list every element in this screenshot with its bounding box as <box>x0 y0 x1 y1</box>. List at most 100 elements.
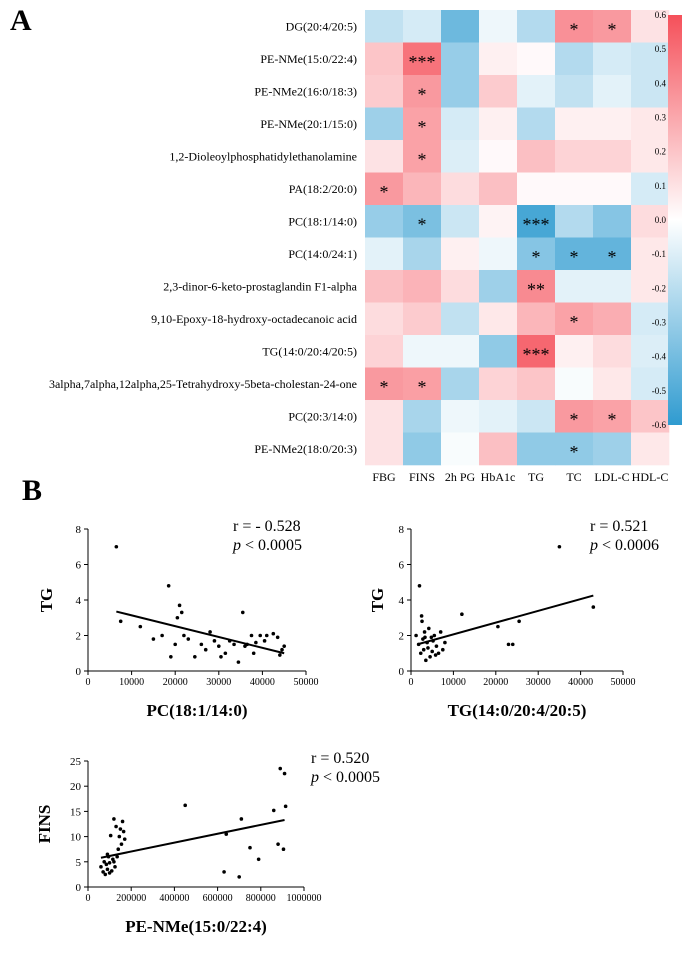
heatmap-cell <box>593 270 632 303</box>
heatmap-row-label: PC(18:1/14:0) <box>288 214 357 228</box>
heatmap-cell <box>517 140 556 173</box>
heatmap-cell <box>403 205 442 238</box>
heatmap-cell <box>517 205 556 238</box>
heatmap-cell <box>631 10 670 43</box>
heatmap: DG(20:4/20:5) * *PE-NMe(15:0/22:4) ***PE-NM… <box>49 10 670 484</box>
heatmap-cell <box>555 335 594 368</box>
heatmap-cell <box>631 42 670 76</box>
y-axis-label: TG <box>37 588 56 613</box>
data-point <box>419 614 424 618</box>
heatmap-cell <box>479 432 518 466</box>
data-point <box>276 842 280 846</box>
heatmap-cell <box>517 10 556 43</box>
colorbar-tick-label: 0.3 <box>655 113 667 123</box>
heatmap-cell <box>517 75 556 108</box>
data-point <box>239 817 244 821</box>
data-point <box>107 871 112 875</box>
heatmap-cell <box>555 302 594 336</box>
data-point <box>422 630 427 634</box>
heatmap-row-label: 3alpha,7alpha,12alpha,25-Tetrahydroxy-5b… <box>49 377 357 391</box>
x-tick-label: 50000 <box>611 677 636 688</box>
data-point <box>119 842 124 846</box>
heatmap-cell <box>403 367 442 401</box>
data-point <box>275 635 280 640</box>
heatmap-cell <box>479 400 518 433</box>
data-point <box>113 865 117 869</box>
heatmap-cell <box>517 302 556 336</box>
data-point <box>283 804 288 809</box>
y-tick-label: 20 <box>70 781 82 793</box>
heatmap-cell <box>593 302 632 336</box>
x-tick-label: 200000 <box>116 893 146 904</box>
heatmap-cell <box>479 270 518 303</box>
heatmap-cell <box>479 107 518 141</box>
heatmap-cell <box>593 107 632 141</box>
data-point <box>237 875 241 879</box>
heatmap-column-label: FINS <box>409 470 435 484</box>
data-point <box>232 642 236 647</box>
heatmap-cell <box>631 172 670 206</box>
heatmap-cell <box>441 172 480 206</box>
data-point <box>175 615 180 620</box>
heatmap-column-label: FBG <box>372 470 396 484</box>
data-point <box>104 862 109 867</box>
colorbar-tick-label: 0.6 <box>655 10 667 20</box>
regression-line <box>100 818 285 859</box>
data-point <box>219 655 223 659</box>
significance-marker: ** <box>527 279 545 299</box>
heatmap-column-label: HbA1c <box>481 470 516 484</box>
heatmap-cell <box>517 270 556 303</box>
p-value-symbol: p <box>232 537 241 554</box>
heatmap-cell <box>403 75 442 108</box>
significance-marker: * <box>570 247 579 267</box>
heatmap-cell <box>631 205 670 238</box>
x-tick-label: 20000 <box>483 677 508 688</box>
data-point <box>199 642 204 647</box>
significance-marker: *** <box>523 344 550 364</box>
y-tick-label: 6 <box>76 560 82 572</box>
colorbar-tick-label: -0.5 <box>652 386 667 396</box>
heatmap-cell <box>555 367 594 401</box>
y-tick-label: 0 <box>76 882 82 894</box>
data-point <box>193 655 197 659</box>
heatmap-cell <box>479 302 518 336</box>
x-axis-label: PC(18:1/14:0) <box>146 701 247 720</box>
heatmap-cell <box>441 335 480 368</box>
significance-marker: * <box>570 409 579 429</box>
scatter-plot-pe-nme-15-0-22-4: 0 200000 400000 600000 800000 1000000 0 5 10 15 20… <box>35 750 380 936</box>
regression-line <box>417 594 594 646</box>
data-point <box>217 644 221 648</box>
heatmap-cell <box>365 140 404 173</box>
colorbar: 0.6 0.5 0.4 0.3 0.2 0.1 0.0 -0.1 -0.2 -0.3 -0.4 -0.… <box>652 10 682 430</box>
colorbar-tick-label: 0.5 <box>655 44 667 54</box>
data-point <box>591 605 596 609</box>
y-axis-label: TG <box>368 588 387 613</box>
scatter-plot-tg-14-0-20-4-20-5: 0 10000 20000 30000 40000 50000 0 2 4 6 8 TG(14:0/2… <box>368 518 659 720</box>
significance-marker: * <box>418 117 427 137</box>
heatmap-cell <box>479 237 518 271</box>
data-point <box>510 642 515 647</box>
heatmap-cell <box>631 107 670 141</box>
heatmap-cell <box>555 107 594 141</box>
heatmap-cell <box>593 10 632 43</box>
heatmap-cell <box>593 140 632 173</box>
data-point <box>271 631 276 636</box>
significance-marker: * <box>532 247 541 267</box>
heatmap-cell <box>517 400 556 433</box>
data-point <box>280 647 284 652</box>
heatmap-cell <box>403 302 442 336</box>
colorbar-tick-label: -0.4 <box>652 352 667 362</box>
heatmap-row-label: TG(14:0/20:4/20:5) <box>262 344 357 358</box>
data-point <box>122 837 127 841</box>
data-point <box>203 647 208 652</box>
significance-marker: * <box>380 182 389 202</box>
heatmap-cell <box>403 335 442 368</box>
x-tick-label: 30000 <box>526 677 551 688</box>
y-axis-label: FINS <box>35 805 54 844</box>
p-value: p < 0.0005 <box>310 769 380 786</box>
y-tick-label: 4 <box>399 595 405 607</box>
x-tick-label: 1000000 <box>287 893 322 904</box>
heatmap-cell <box>555 42 594 76</box>
data-point <box>418 651 423 656</box>
p-value: p < 0.0005 <box>232 537 302 554</box>
